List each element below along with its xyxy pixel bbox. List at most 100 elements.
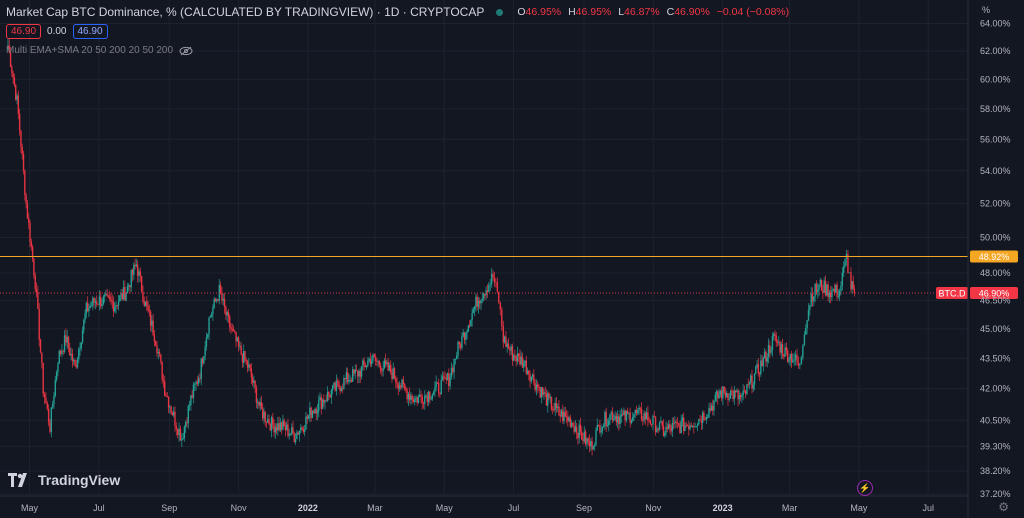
candle-body [401, 379, 403, 388]
candle-body [83, 319, 85, 331]
candle-body [645, 412, 648, 420]
candle-body [28, 218, 30, 223]
candle-body [790, 353, 793, 363]
candle-body [97, 304, 99, 305]
x-tick-label: 2022 [298, 503, 318, 513]
candle-body [840, 285, 842, 292]
x-tick-label: Sep [576, 503, 592, 513]
buy-button[interactable]: 46.90 [72, 24, 108, 39]
candle-body [595, 430, 597, 445]
symbol-title[interactable]: Market Cap BTC Dominance, % (CALCULATED … [6, 5, 485, 19]
candle-body [746, 384, 748, 394]
candle-body [632, 417, 634, 421]
candle-body [525, 360, 527, 374]
eye-slash-icon[interactable] [179, 46, 193, 56]
candle-body [11, 67, 13, 73]
gear-icon[interactable]: ⚙ [998, 500, 1009, 514]
candle-body [512, 355, 515, 361]
candle-body [416, 397, 418, 403]
candle-body [591, 441, 593, 450]
candle-body [672, 422, 675, 424]
candle-body [369, 358, 372, 365]
candle-body [811, 293, 814, 302]
y-tick-label: 43.50% [980, 353, 1011, 363]
candle-body [370, 360, 373, 365]
candle-body [737, 390, 739, 400]
candle-body [601, 427, 604, 431]
candle-body [18, 113, 21, 131]
candle-body [426, 395, 429, 403]
candle-body [662, 425, 665, 436]
candle-body [652, 415, 654, 425]
candle-body [837, 296, 840, 297]
candle-body [358, 371, 360, 377]
candle-body [756, 364, 758, 367]
candle-body [669, 424, 671, 428]
candle-body [463, 332, 466, 340]
candle-body [562, 410, 564, 422]
candle-body [503, 336, 506, 343]
candle-body [848, 272, 851, 274]
candle-body [49, 422, 51, 432]
candle-body [42, 362, 44, 394]
candle-body [461, 336, 463, 348]
candle-body [453, 358, 455, 373]
candle-body [373, 354, 375, 357]
candle-body [638, 407, 640, 411]
price-axis[interactable]: 64.00% 62.00% 60.00% 58.00% 56.00% 54.00% 52.0… [967, 0, 1011, 518]
candle-body [41, 352, 43, 363]
candle-body [355, 369, 358, 371]
candle-body [88, 308, 90, 312]
candle-body [613, 418, 615, 421]
candle-body [683, 417, 685, 432]
candle-body [728, 398, 730, 400]
candle-body [762, 357, 765, 367]
tradingview-logo[interactable]: TradingView [8, 472, 120, 488]
candle-body [640, 408, 643, 420]
candle-body [186, 422, 188, 424]
lightning-icon[interactable]: ⚡ [857, 480, 873, 496]
candle-body [747, 384, 749, 385]
candle-body [35, 289, 38, 293]
indicator-label[interactable]: Multi EMA+SMA 20 50 200 20 50 200 [6, 45, 174, 56]
y-tick-label: 52.00% [980, 199, 1011, 209]
candle-body [396, 381, 398, 384]
candle-body [809, 305, 811, 310]
candle-body [335, 380, 338, 391]
y-tick-label: 62.00% [980, 46, 1011, 56]
indicator-legend[interactable]: Multi EMA+SMA 20 50 200 20 50 200 [6, 45, 193, 56]
candle-body [666, 426, 668, 429]
candle-body [267, 419, 269, 423]
candle-body [214, 298, 217, 302]
candle-body [763, 351, 766, 358]
candle-body [229, 316, 231, 328]
candle-body [753, 374, 756, 385]
candle-body [853, 288, 856, 294]
candle-body [792, 360, 794, 363]
candle-body [514, 355, 516, 358]
candle-body [586, 438, 588, 445]
candle-body [294, 439, 297, 442]
candle-body [345, 372, 348, 380]
candle-body [79, 348, 81, 350]
candle-body [489, 284, 491, 285]
candle-body [709, 408, 711, 411]
candle-body [731, 390, 733, 392]
x-tick-label: Jul [922, 503, 934, 513]
candle-body [402, 379, 405, 384]
candle-body [216, 299, 218, 302]
candle-body [805, 327, 807, 335]
candle-body [671, 422, 674, 432]
candle-body [147, 305, 149, 311]
candle-body [596, 425, 598, 431]
candle-body [63, 335, 66, 352]
candle-body [217, 299, 219, 301]
time-axis[interactable]: May Jul Sep Nov 2022 Mar May Jul Sep Nov 2023 Mar Ma… [0, 495, 968, 513]
sell-button[interactable]: 46.90 [6, 24, 42, 39]
candle-body [254, 380, 256, 388]
candle-body [685, 425, 687, 427]
candle-body [542, 387, 544, 395]
candle-body [110, 298, 112, 301]
candle-body [381, 370, 383, 372]
